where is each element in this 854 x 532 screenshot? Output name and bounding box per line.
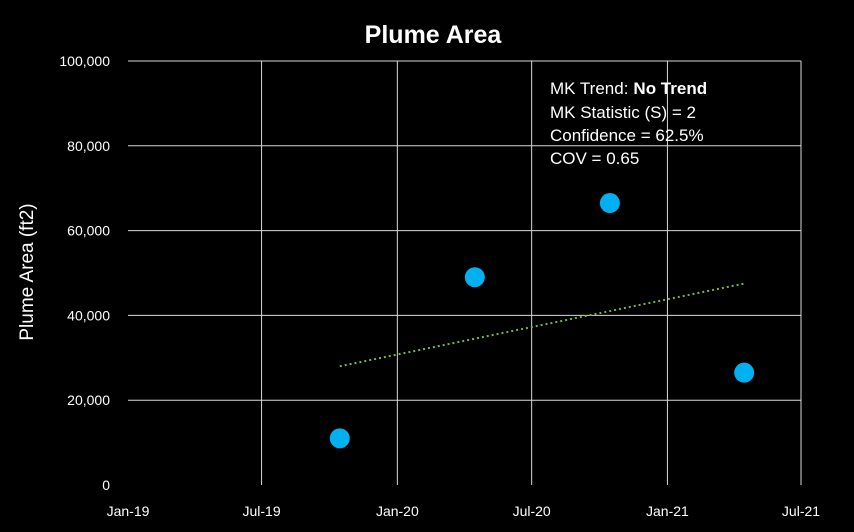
x-tick-label: Jan-19 — [107, 503, 150, 519]
mk-trend-line: MK Trend: No Trend — [550, 79, 707, 98]
mk-annotation: MK Trend: No Trend MK Statistic (S) = 2 C… — [550, 79, 707, 168]
mk-trend-label: MK Trend: — [550, 79, 628, 98]
y-tick-label: 0 — [102, 477, 110, 493]
chart-title: Plume Area — [365, 21, 503, 49]
trendline — [339, 282, 745, 368]
data-point — [329, 428, 350, 449]
data-point — [464, 267, 485, 288]
y-tick-label: 20,000 — [67, 392, 110, 408]
mk-trend-value: No Trend — [633, 79, 707, 98]
data-point — [734, 362, 755, 383]
mk-statistic: MK Statistic (S) = 2 — [550, 103, 696, 122]
y-axis-label: Plume Area (ft2) — [17, 203, 38, 340]
points-layer — [329, 193, 755, 449]
x-tick-label: Jul-21 — [782, 503, 820, 519]
x-tick-label: Jul-19 — [242, 503, 280, 519]
y-tick-label: 40,000 — [67, 307, 110, 323]
x-tick-label: Jul-20 — [513, 503, 551, 519]
mk-cov: COV = 0.65 — [550, 149, 639, 168]
trendline-layer — [339, 282, 745, 368]
y-tick-label: 60,000 — [67, 223, 110, 239]
tick-labels: 0 20,000 40,000 60,000 80,000 100,000 Jan-19 Ju… — [59, 53, 820, 519]
x-tick-label: Jan-20 — [376, 503, 419, 519]
y-tick-label: 100,000 — [59, 53, 110, 69]
y-tick-label: 80,000 — [67, 138, 110, 154]
x-tick-label: Jan-21 — [646, 503, 689, 519]
data-point — [599, 193, 620, 214]
grid — [128, 60, 802, 485]
mk-confidence: Confidence = 62.5% — [550, 126, 704, 145]
